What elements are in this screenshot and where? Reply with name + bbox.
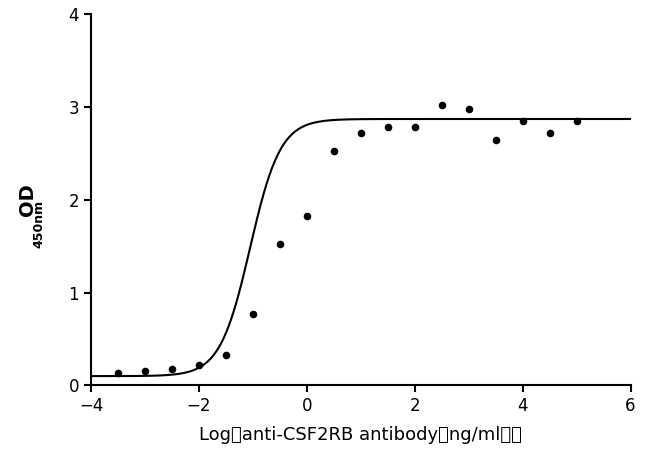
Point (248, 310, 258, 318)
Point (274, 241, 285, 248)
Point (571, 117, 582, 125)
Point (410, 124, 420, 131)
Text: OD: OD (18, 183, 37, 216)
Point (545, 129, 555, 137)
Point (166, 365, 177, 372)
Point (194, 361, 204, 369)
Point (302, 213, 312, 220)
Point (356, 129, 366, 137)
Point (220, 351, 231, 359)
Text: 450nm: 450nm (32, 200, 45, 248)
Point (490, 137, 501, 144)
Point (517, 117, 528, 125)
Point (382, 124, 393, 131)
Point (463, 105, 474, 112)
X-axis label: Log（anti-CSF2RB antibody（ng/ml））: Log（anti-CSF2RB antibody（ng/ml）） (200, 426, 522, 444)
Point (140, 368, 150, 375)
Point (329, 148, 339, 155)
Point (113, 369, 124, 377)
Point (437, 102, 447, 109)
